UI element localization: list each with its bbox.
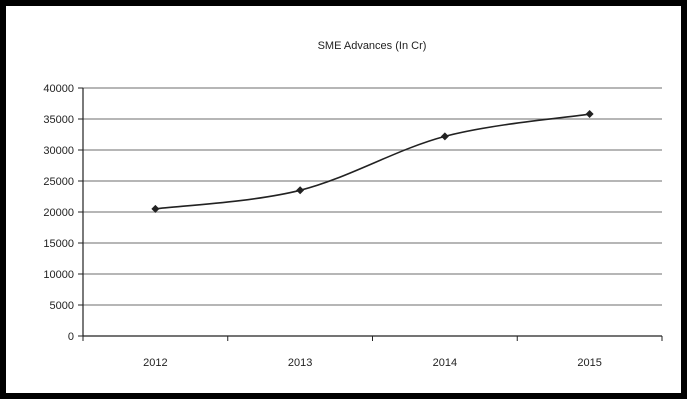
y-tick-label: 25000 — [43, 176, 74, 188]
y-axis-tick-labels: 40000 35000 30000 25000 20000 15000 10000 5000 0 — [43, 83, 74, 343]
chart-title: SME Advances (In Cr) — [318, 40, 427, 52]
y-tick-label: 0 — [68, 331, 74, 343]
y-tick-label: 40000 — [43, 83, 74, 95]
x-tick-label: 2012 — [143, 357, 167, 369]
y-tick-label: 5000 — [50, 300, 74, 312]
x-tick-label: 2015 — [577, 357, 601, 369]
y-tick-label: 10000 — [43, 269, 74, 281]
axes — [78, 87, 663, 341]
y-tick-label: 30000 — [43, 145, 74, 157]
y-tick-label: 35000 — [43, 114, 74, 126]
y-tick-label: 15000 — [43, 238, 74, 250]
series-line — [155, 113, 590, 210]
data-point — [296, 186, 305, 195]
series-layer — [151, 110, 594, 213]
data-point — [585, 110, 594, 119]
y-tick-label: 20000 — [43, 207, 74, 219]
x-tick-label: 2013 — [288, 357, 312, 369]
x-tick-label: 2014 — [433, 357, 457, 369]
data-point — [151, 204, 160, 213]
data-point — [440, 132, 449, 141]
grid-lines — [83, 87, 662, 306]
x-axis-tick-labels: 2012 2013 2014 2015 — [143, 357, 602, 369]
